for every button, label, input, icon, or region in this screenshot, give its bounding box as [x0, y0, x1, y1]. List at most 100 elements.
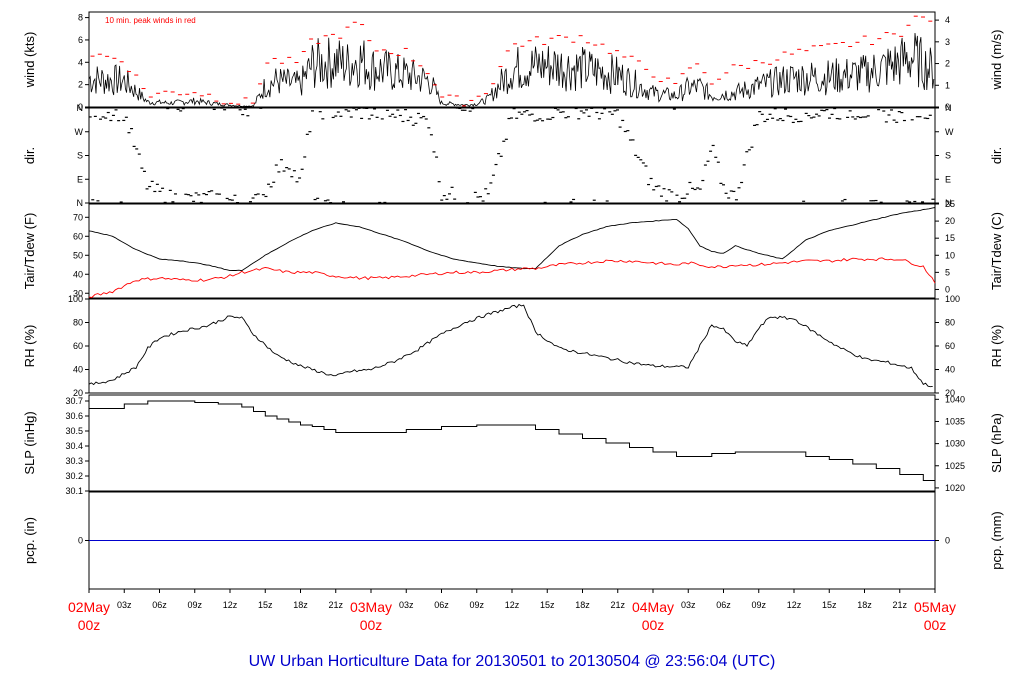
y-axis-title-left: Tair/Tdew (F)	[22, 213, 37, 290]
y-tick-label-right: S	[945, 151, 951, 161]
y-tick-label-right: N	[945, 103, 952, 113]
y-tick-label-right: 1025	[945, 461, 965, 471]
y-tick-label-left: E	[77, 174, 83, 184]
x-tick-label: 09z	[751, 600, 766, 610]
day-hour-label: 00z	[78, 617, 101, 633]
day-hour-label: 00z	[924, 617, 947, 633]
y-tick-label-left: 80	[73, 318, 83, 328]
day-label: 05May	[914, 599, 956, 615]
x-tick-label: 12z	[787, 600, 802, 610]
x-tick-label: 09z	[469, 600, 484, 610]
y-tick-label-right: 0	[945, 536, 950, 546]
panel-frame-relative-humidity	[88, 298, 936, 394]
y-tick-label-right: 1020	[945, 483, 965, 493]
day-label: 04May	[632, 599, 674, 615]
y-tick-label-left: 50	[73, 250, 83, 260]
y-tick-label-right: 1	[945, 80, 950, 90]
y-tick-label-left: 30.1	[65, 486, 83, 496]
x-tick-label: 15z	[258, 600, 273, 610]
air-temperature-line	[88, 207, 936, 272]
y-tick-label-right: E	[945, 174, 951, 184]
y-axis-title-right: dir.	[989, 147, 1004, 164]
panel-frame-wind	[88, 11, 936, 108]
y-axis-title-right: pcp. (mm)	[989, 511, 1004, 570]
y-tick-label-left: 40	[73, 269, 83, 279]
y-tick-label-right: 20	[945, 216, 955, 226]
y-tick-label-left: 30.6	[65, 411, 83, 421]
y-tick-label-right: 1035	[945, 416, 965, 426]
x-tick-label: 21z	[892, 600, 907, 610]
x-tick-label: 03z	[117, 600, 132, 610]
dewpoint-line	[88, 257, 936, 298]
x-tick-label: 06z	[716, 600, 731, 610]
y-tick-label-right: N	[945, 198, 952, 208]
x-tick-label: 06z	[152, 600, 167, 610]
y-tick-label-right: 5	[945, 267, 950, 277]
x-tick-label: 18z	[575, 600, 590, 610]
y-tick-label-left: 30.3	[65, 456, 83, 466]
panel-frame-direction	[88, 107, 936, 204]
peak-wind-annotation: 10 min. peak winds in red	[105, 16, 196, 25]
y-tick-label-left: N	[77, 198, 84, 208]
y-tick-label-left: 8	[78, 13, 83, 23]
y-tick-label-right: 2	[945, 59, 950, 69]
y-tick-label-right: 3	[945, 37, 950, 47]
y-tick-label-left: 70	[73, 212, 83, 222]
x-tick-label: 12z	[223, 600, 238, 610]
wind-speed-line	[88, 32, 935, 108]
y-tick-label-left: 40	[73, 365, 83, 375]
y-tick-label-left: 30.4	[65, 441, 83, 451]
y-axis-title-right: SLP (hPa)	[989, 413, 1004, 473]
y-tick-label-right: 1030	[945, 439, 965, 449]
y-tick-label-right: 60	[945, 341, 955, 351]
y-tick-label-left: 2	[78, 80, 83, 90]
y-tick-label-right: 80	[945, 318, 955, 328]
day-label: 03May	[350, 599, 392, 615]
y-axis-title-left: wind (kts)	[22, 32, 37, 89]
y-tick-label-left: S	[77, 151, 83, 161]
y-tick-label-left: 60	[73, 231, 83, 241]
x-tick-label: 15z	[540, 600, 555, 610]
y-tick-label-left: 30.2	[65, 471, 83, 481]
y-tick-label-left: N	[77, 103, 84, 113]
y-axis-title-right: wind (m/s)	[989, 30, 1004, 91]
y-tick-label-left: 20	[73, 388, 83, 398]
y-tick-label-right: W	[945, 127, 954, 137]
day-hour-label: 00z	[642, 617, 665, 633]
x-tick-label: 09z	[187, 600, 202, 610]
day-label: 02May	[68, 599, 110, 615]
y-tick-label-right: 20	[945, 388, 955, 398]
y-axis-title-right: RH (%)	[989, 325, 1004, 368]
x-tick-label: 15z	[822, 600, 837, 610]
y-tick-label-left: 30.5	[65, 426, 83, 436]
y-tick-label-left: 0	[78, 536, 83, 546]
x-tick-label: 18z	[857, 600, 872, 610]
y-axis-title-left: pcp. (in)	[22, 517, 37, 564]
y-tick-label-left: 0	[78, 102, 83, 112]
x-tick-label: 21z	[610, 600, 625, 610]
y-tick-label-left: W	[75, 127, 84, 137]
y-tick-label-right: 25	[945, 199, 955, 209]
chart-title: UW Urban Horticulture Data for 20130501 …	[249, 653, 776, 670]
x-tick-label: 03z	[681, 600, 696, 610]
y-tick-label-left: 4	[78, 57, 83, 67]
day-hour-label: 00z	[360, 617, 383, 633]
pressure-line	[89, 400, 936, 487]
y-axis-title-left: RH (%)	[22, 325, 37, 368]
y-tick-label-left: 6	[78, 35, 83, 45]
x-tick-label: 21z	[328, 600, 343, 610]
y-tick-label-left: 30.7	[65, 396, 83, 406]
y-tick-label-right: 4	[945, 15, 950, 25]
y-tick-label-right: 40	[945, 365, 955, 375]
panel-frame-sea-level-pressure	[88, 394, 936, 492]
y-tick-label-right: 100	[945, 294, 960, 304]
y-tick-label-right: 0	[945, 284, 950, 294]
y-axis-title-left: dir.	[22, 147, 37, 164]
y-tick-label-right: 15	[945, 233, 955, 243]
y-tick-label-right: 0	[945, 102, 950, 112]
x-tick-label: 18z	[293, 600, 308, 610]
x-tick-label: 12z	[505, 600, 520, 610]
relative-humidity-line	[88, 303, 933, 388]
y-axis-title-right: Tair/Tdew (C)	[989, 212, 1004, 290]
